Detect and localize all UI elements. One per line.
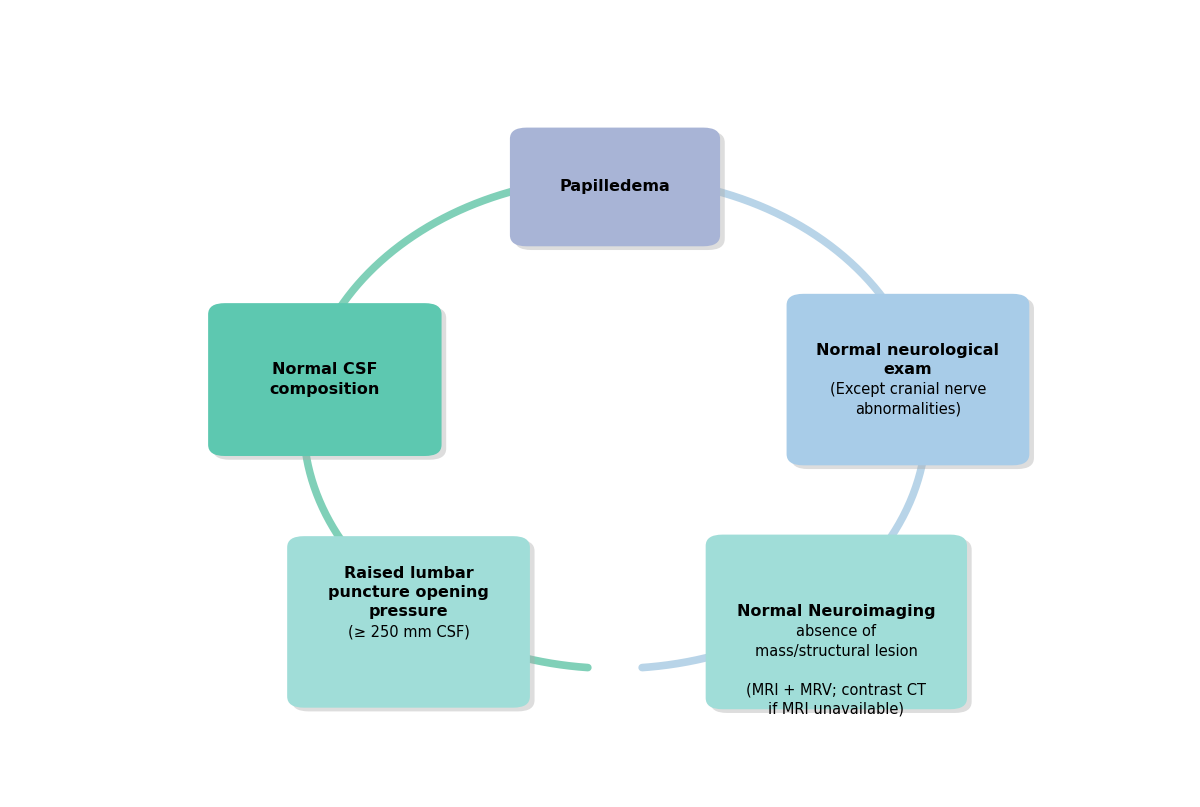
Text: Raised lumbar
puncture opening
pressure: Raised lumbar puncture opening pressure [328,566,488,620]
Text: Normal Neuroimaging: Normal Neuroimaging [737,604,936,620]
FancyBboxPatch shape [710,538,972,713]
FancyBboxPatch shape [208,303,442,456]
Text: (≥ 250 mm CSF): (≥ 250 mm CSF) [348,625,469,639]
Text: (Except cranial nerve
abnormalities): (Except cranial nerve abnormalities) [829,382,986,416]
FancyBboxPatch shape [786,294,1030,466]
FancyBboxPatch shape [791,298,1034,469]
Text: absence of
mass/structural lesion

(MRI + MRV; contrast CT
if MRI unavailable): absence of mass/structural lesion (MRI +… [746,625,926,716]
FancyBboxPatch shape [706,534,967,709]
Text: Normal neurological
exam: Normal neurological exam [816,343,1000,377]
FancyBboxPatch shape [287,536,530,708]
Text: Normal CSF
composition: Normal CSF composition [270,362,380,397]
Text: Papilledema: Papilledema [559,179,671,194]
FancyBboxPatch shape [212,307,446,460]
FancyBboxPatch shape [510,128,720,246]
FancyBboxPatch shape [292,540,534,712]
FancyBboxPatch shape [515,132,725,250]
